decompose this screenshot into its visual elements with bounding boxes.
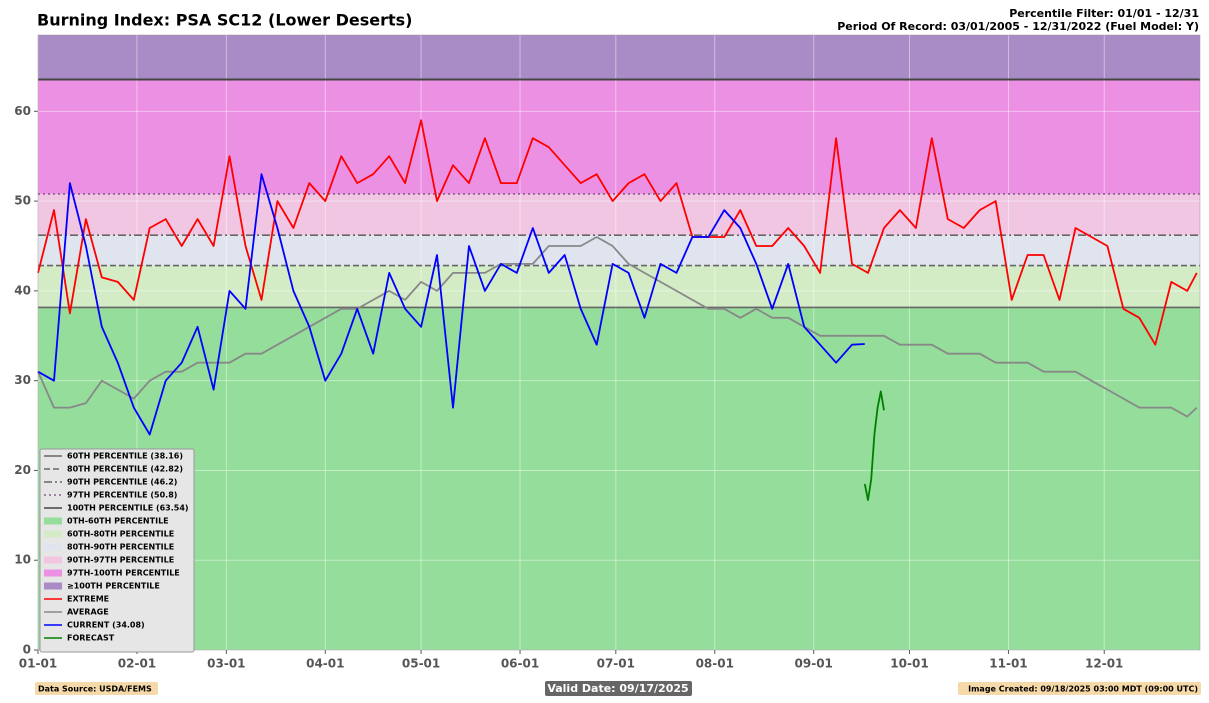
- x-tick-label: 01-01: [19, 657, 57, 671]
- legend-label: ≥100TH PERCENTILE: [67, 582, 160, 591]
- subtitle: Percentile Filter: 01/01 - 12/31: [1009, 7, 1199, 20]
- legend-label: 90TH-97TH PERCENTILE: [67, 556, 174, 565]
- legend-key: [44, 543, 62, 551]
- x-tick-label: 07-01: [597, 657, 635, 671]
- legend-label: 97TH-100TH PERCENTILE: [67, 569, 180, 578]
- legend-key: [44, 517, 62, 525]
- footer-valid: Valid Date: 09/17/2025: [547, 682, 688, 695]
- series-line: [37, 173, 865, 436]
- x-tick-label: 04-01: [306, 657, 344, 671]
- y-tick-label: 0: [23, 643, 31, 657]
- x-tick-label: 11-01: [989, 657, 1027, 671]
- legend-label: 90TH PERCENTILE (46.2): [67, 478, 177, 487]
- x-tick-label: 05-01: [402, 657, 440, 671]
- x-tick-label: 06-01: [501, 657, 539, 671]
- y-tick-label: 10: [14, 553, 31, 567]
- legend-label: 0TH-60TH PERCENTILE: [67, 517, 169, 526]
- percentile-band: [38, 265, 1200, 308]
- series-line: [863, 390, 885, 501]
- y-tick-label: 30: [14, 373, 31, 387]
- series-line: [37, 119, 1198, 346]
- legend-label: 80TH-90TH PERCENTILE: [67, 543, 174, 552]
- legend-label: 60TH PERCENTILE (38.16): [67, 452, 183, 461]
- footer-box: [545, 681, 692, 696]
- footer-created: Image Created: 09/18/2025 03:00 MDT (09:…: [968, 685, 1198, 694]
- percentile-band: [38, 307, 1200, 650]
- percentile-band: [38, 235, 1200, 266]
- legend-label: 97TH PERCENTILE (50.8): [67, 491, 177, 500]
- chart-title: Burning Index: PSA SC12 (Lower Deserts): [37, 11, 412, 30]
- x-tick-label: 08-01: [696, 657, 734, 671]
- y-tick-label: 20: [14, 463, 31, 477]
- footer-box: [958, 682, 1201, 695]
- subtitle: Period Of Record: 03/01/2005 - 12/31/202…: [837, 20, 1199, 33]
- x-tick-label: 03-01: [207, 657, 245, 671]
- y-tick-label: 40: [14, 283, 31, 297]
- legend-key: [44, 556, 62, 564]
- x-tick-label: 02-01: [118, 657, 156, 671]
- legend-key: [44, 582, 62, 590]
- percentile-band: [38, 79, 1200, 194]
- legend-label: EXTREME: [67, 595, 109, 604]
- legend-label: FORECAST: [67, 634, 115, 643]
- series-line: [37, 236, 1198, 418]
- legend-box: [39, 448, 195, 653]
- y-tick-label: 50: [14, 194, 31, 208]
- legend-label: 80TH PERCENTILE (42.82): [67, 465, 183, 474]
- x-tick-label: 10-01: [890, 657, 928, 671]
- percentile-band: [38, 193, 1200, 236]
- footer-box: [35, 682, 158, 695]
- percentile-band: [38, 35, 1200, 80]
- legend-key: [44, 530, 62, 538]
- legend-label: AVERAGE: [67, 608, 109, 617]
- legend-label: 60TH-80TH PERCENTILE: [67, 530, 174, 539]
- legend-label: 100TH PERCENTILE (63.54): [67, 504, 189, 513]
- y-tick-label: 60: [14, 104, 31, 118]
- legend-key: [44, 569, 62, 577]
- plot-frame: [37, 34, 1201, 651]
- footer-source: Data Source: USDA/FEMS: [38, 685, 152, 694]
- legend-label: CURRENT (34.08): [67, 621, 145, 630]
- x-tick-label: 12-01: [1085, 657, 1123, 671]
- x-tick-label: 09-01: [795, 657, 833, 671]
